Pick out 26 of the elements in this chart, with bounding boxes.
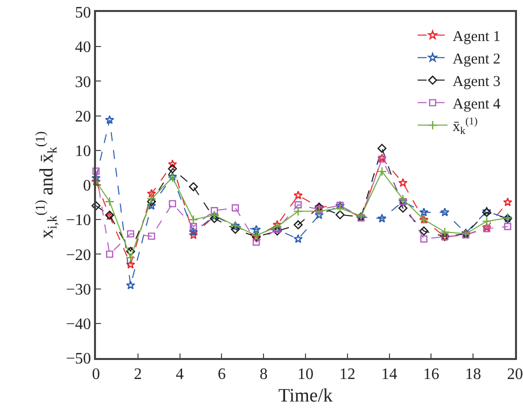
y-tick-label: 30 bbox=[75, 74, 92, 91]
y-tick-label: −20 bbox=[66, 246, 92, 264]
x-tick-label: 16 bbox=[423, 366, 440, 383]
x-tick-label: 12 bbox=[339, 366, 356, 383]
legend-label: Agent 3 bbox=[452, 74, 501, 90]
y-tick-label: 20 bbox=[75, 108, 92, 126]
x-tick-label: 14 bbox=[381, 366, 398, 383]
legend-label: Agent 2 bbox=[452, 52, 501, 68]
y-tick-label: 40 bbox=[75, 39, 92, 56]
x-tick-label: 8 bbox=[260, 366, 268, 383]
y-tick-label: −30 bbox=[66, 281, 92, 298]
x-axis-title: Time/k bbox=[278, 385, 334, 406]
x-tick-label: 20 bbox=[507, 366, 523, 383]
x-tick-label: 2 bbox=[134, 366, 142, 383]
y-tick-label: −10 bbox=[66, 212, 92, 230]
x-tick-label: 4 bbox=[176, 366, 184, 383]
x-tick-label: 18 bbox=[465, 366, 482, 383]
x-tick-label: 10 bbox=[298, 366, 314, 383]
y-tick-label: −40 bbox=[66, 316, 92, 333]
y-tick-label: 0 bbox=[83, 178, 92, 195]
x-tick-label: 6 bbox=[218, 366, 226, 383]
y-tick-label: 10 bbox=[75, 143, 92, 160]
y-tick-label: −50 bbox=[66, 350, 92, 368]
legend-label: Agent 1 bbox=[452, 29, 501, 46]
y-tick-label: 50 bbox=[75, 4, 92, 22]
legend-label: Agent 4 bbox=[452, 96, 502, 113]
